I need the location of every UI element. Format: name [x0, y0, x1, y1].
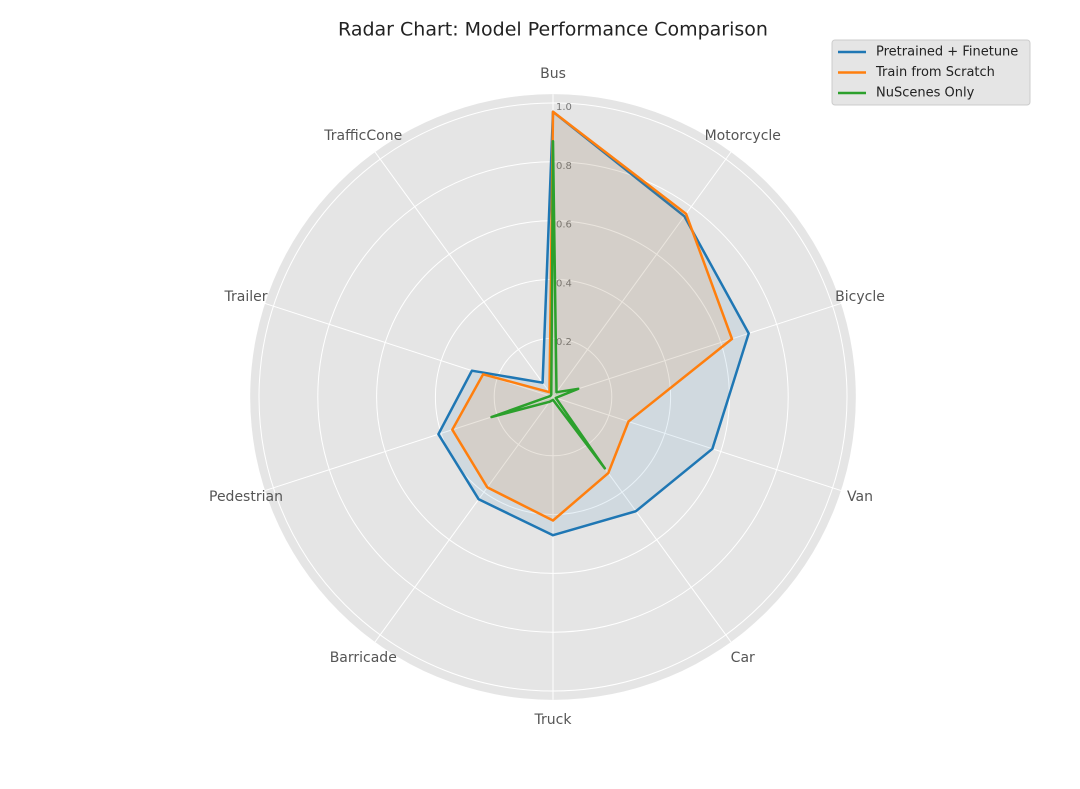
category-label: Van	[847, 489, 873, 505]
series-line	[437, 110, 750, 537]
tick-label: 1.0	[556, 102, 572, 113]
series-line	[490, 139, 607, 470]
series-line	[451, 110, 734, 522]
tick-label: 0.2	[556, 337, 572, 348]
series-area	[452, 111, 732, 521]
tick-label: 0.6	[556, 220, 572, 231]
category-label: Car	[731, 650, 755, 666]
series-area	[438, 111, 749, 536]
spoke	[552, 302, 842, 398]
category-label: TrafficCone	[323, 128, 402, 144]
legend-box	[831, 39, 1031, 106]
category-label: Trailer	[223, 289, 267, 305]
legend-label: Train from Scratch	[875, 65, 995, 80]
spoke	[374, 151, 554, 398]
category-label: Bicycle	[835, 289, 885, 305]
legend-label: Pretrained + Finetune	[876, 45, 1018, 60]
category-label: Pedestrian	[209, 489, 283, 505]
tick-label: 0.8	[556, 161, 572, 172]
tick-label: 0.4	[556, 278, 572, 289]
category-label: Barricade	[330, 650, 397, 666]
spoke	[552, 396, 842, 492]
category-label: Bus	[540, 66, 566, 82]
category-label: Motorcycle	[705, 128, 781, 144]
spoke	[374, 396, 554, 643]
chart-title: Radar Chart: Model Performance Compariso…	[338, 19, 768, 41]
legend-label: NuScenes Only	[876, 86, 975, 101]
spoke	[552, 151, 732, 398]
category-label: Truck	[534, 712, 573, 728]
